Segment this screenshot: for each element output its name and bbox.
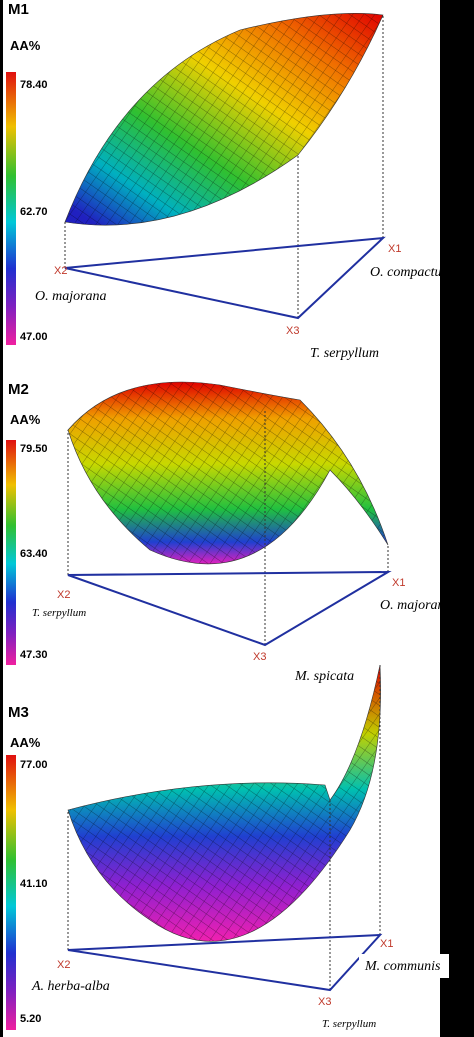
scale-tick-label: 47.30 <box>20 649 48 661</box>
component-label: M. communis <box>364 959 441 974</box>
simplex-triangle <box>64 236 386 320</box>
color-scale <box>6 440 16 665</box>
component-label: O. majorana <box>35 289 107 304</box>
scale-tick-label: 62.70 <box>20 206 48 218</box>
vertex-label: X2 <box>57 589 70 601</box>
scale-tick-label: 78.40 <box>20 79 48 91</box>
component-label: A. herba-alba <box>31 979 110 994</box>
color-scale <box>6 755 16 1030</box>
scale-title: AA% <box>10 735 41 750</box>
surface-mesh <box>67 381 389 565</box>
vertex-label: X3 <box>318 996 331 1008</box>
color-scale <box>6 72 16 345</box>
component-label: O. majorana <box>380 598 452 613</box>
component-label: T. serpyllum <box>310 346 379 361</box>
simplex-triangle <box>67 570 392 647</box>
right-border <box>440 0 474 1037</box>
scale-title: AA% <box>10 412 41 427</box>
vertex-label: X3 <box>253 651 266 663</box>
vertex-label: X3 <box>286 325 299 337</box>
component-label: T. serpyllum <box>322 1018 376 1030</box>
scale-tick-label: 5.20 <box>20 1013 41 1025</box>
vertex-label: X1 <box>380 938 393 950</box>
scale-tick-label: 63.40 <box>20 548 48 560</box>
scale-tick-label: 41.10 <box>20 878 48 890</box>
simplex-triangle <box>67 933 383 992</box>
scale-title: AA% <box>10 38 41 53</box>
scale-tick-label: 77.00 <box>20 759 48 771</box>
panel-label: M1 <box>8 1 29 18</box>
panel-label: M3 <box>8 704 29 721</box>
vertex-label: X1 <box>388 243 401 255</box>
vertex-label: X2 <box>57 959 70 971</box>
surface-mesh <box>67 664 381 942</box>
panel-label: M2 <box>8 381 29 398</box>
vertex-label: X1 <box>392 577 405 589</box>
vertex-label: X2 <box>54 265 67 277</box>
left-border <box>0 0 3 1037</box>
component-label: T. serpyllum <box>32 607 86 619</box>
scale-tick-label: 47.00 <box>20 331 48 343</box>
surface-mesh <box>64 13 384 226</box>
label-box <box>359 954 449 978</box>
component-label: M. spicata <box>294 669 354 684</box>
scale-tick-label: 79.50 <box>20 443 48 455</box>
component-label: O. compactum <box>370 265 452 280</box>
